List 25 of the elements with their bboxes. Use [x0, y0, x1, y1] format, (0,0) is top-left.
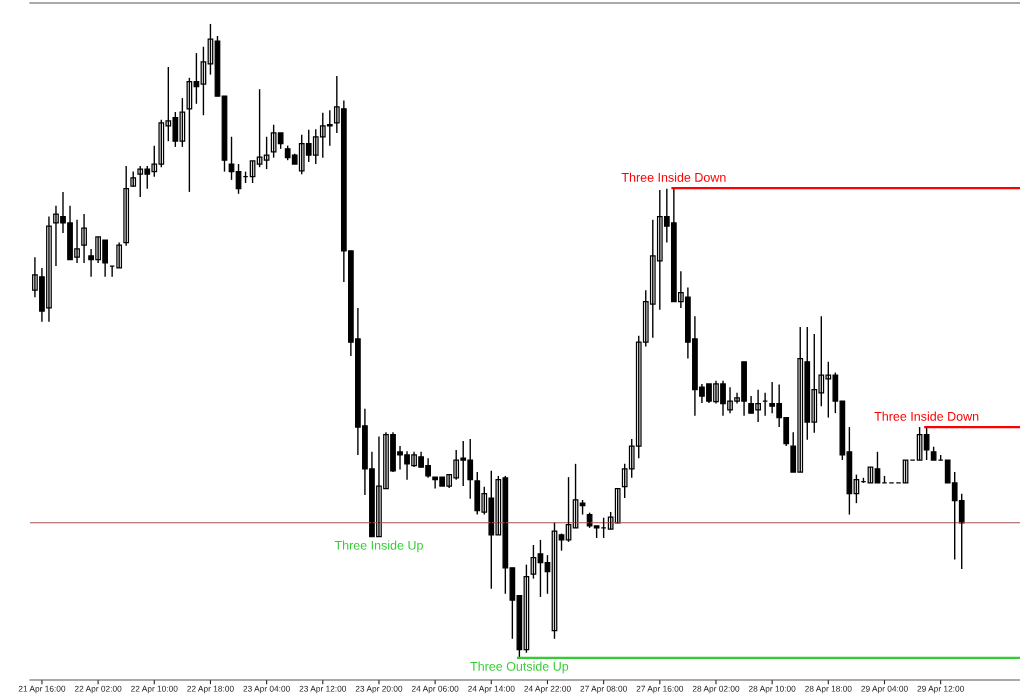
x-tick-label: 24 Apr 22:00 [524, 685, 571, 694]
x-tick-label: 23 Apr 20:00 [355, 685, 403, 694]
candlestick [923, 426, 930, 461]
annotation: Three Inside Up [334, 540, 423, 553]
x-tick-label: 21 Apr 16:00 [18, 685, 66, 694]
x-tick-label: 22 Apr 10:00 [131, 685, 178, 694]
ref-line-label: Three Inside Down [874, 411, 979, 421]
x-tick-label: 23 Apr 04:00 [243, 685, 290, 694]
x-tick-label: 27 Apr 08:00 [580, 685, 627, 694]
x-tick-label: 29 Apr 12:00 [917, 685, 964, 694]
x-tick-label: 22 Apr 18:00 [187, 685, 234, 694]
x-tick-label: 28 Apr 02:00 [692, 685, 740, 694]
ref-line-label: Three Outside Up [470, 661, 569, 674]
candlestick [186, 77, 193, 193]
x-tick-label: 24 Apr 06:00 [411, 685, 459, 694]
ref-line-label: Three Inside Down [621, 172, 726, 182]
x-tick-label: 24 Apr 14:00 [468, 685, 515, 694]
x-tick-label: 22 Apr 02:00 [74, 685, 122, 694]
x-tick-label: 27 Apr 16:00 [636, 685, 684, 694]
x-tick-label: 28 Apr 10:00 [748, 685, 796, 694]
candlestick [902, 459, 909, 484]
candlestick [263, 136, 270, 170]
x-tick-label: 23 Apr 12:00 [299, 685, 347, 694]
x-tick-label: 28 Apr 18:00 [805, 685, 852, 694]
x-tick-label: 29 Apr 04:00 [861, 685, 908, 694]
